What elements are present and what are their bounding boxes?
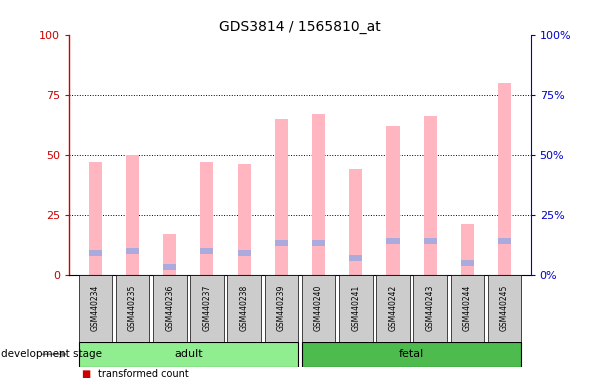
Text: GSM440242: GSM440242	[388, 285, 397, 331]
Text: ■: ■	[81, 369, 90, 379]
Bar	[78, 275, 112, 342]
Text: GSM440245: GSM440245	[500, 285, 509, 331]
Bar	[126, 248, 139, 253]
Bar	[200, 248, 213, 253]
Text: fetal: fetal	[399, 349, 425, 359]
Bar	[461, 260, 474, 266]
Bar	[126, 155, 139, 275]
Bar	[265, 275, 298, 342]
Bar	[312, 240, 325, 247]
Text: GSM440239: GSM440239	[277, 285, 286, 331]
Text: GSM440235: GSM440235	[128, 285, 137, 331]
Bar	[191, 275, 224, 342]
Bar	[89, 250, 102, 256]
Bar	[200, 162, 213, 275]
Bar	[376, 275, 409, 342]
Bar	[275, 119, 288, 275]
Bar	[312, 114, 325, 275]
Text: GSM440234: GSM440234	[91, 285, 100, 331]
Bar	[302, 342, 522, 367]
Bar	[498, 238, 511, 244]
Text: development stage: development stage	[1, 349, 102, 359]
Text: GSM440241: GSM440241	[352, 285, 361, 331]
Bar	[153, 275, 186, 342]
Bar	[339, 275, 373, 342]
Bar	[349, 255, 362, 261]
Bar	[163, 264, 176, 270]
Bar	[78, 342, 298, 367]
Text: GSM440238: GSM440238	[239, 285, 248, 331]
Text: GSM440243: GSM440243	[426, 285, 435, 331]
Bar	[424, 238, 437, 244]
Bar	[387, 126, 400, 275]
Bar	[163, 234, 176, 275]
Bar	[414, 275, 447, 342]
Bar	[387, 238, 400, 244]
Text: GSM440237: GSM440237	[203, 285, 212, 331]
Bar	[116, 275, 150, 342]
Text: GSM440236: GSM440236	[165, 285, 174, 331]
Bar	[450, 275, 484, 342]
Bar	[461, 224, 474, 275]
Bar	[349, 169, 362, 275]
Bar	[89, 162, 102, 275]
Bar	[238, 250, 251, 256]
Title: GDS3814 / 1565810_at: GDS3814 / 1565810_at	[219, 20, 381, 33]
Text: adult: adult	[174, 349, 203, 359]
Bar	[424, 116, 437, 275]
Bar	[275, 240, 288, 247]
Text: transformed count: transformed count	[98, 369, 189, 379]
Text: GSM440240: GSM440240	[314, 285, 323, 331]
Bar	[498, 83, 511, 275]
Bar	[238, 164, 251, 275]
Bar	[302, 275, 335, 342]
Text: GSM440244: GSM440244	[463, 285, 472, 331]
Bar	[488, 275, 522, 342]
Bar	[227, 275, 261, 342]
